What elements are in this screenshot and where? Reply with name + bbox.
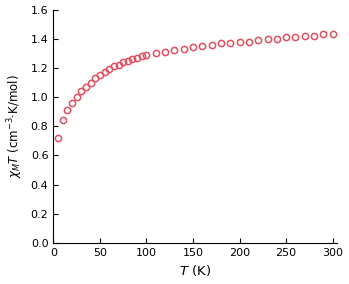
X-axis label: $T$ (K): $T$ (K)	[179, 264, 211, 278]
Y-axis label: $\chi_{M}T$ (cm$^{-3}$·K/mol): $\chi_{M}T$ (cm$^{-3}$·K/mol)	[6, 74, 25, 178]
